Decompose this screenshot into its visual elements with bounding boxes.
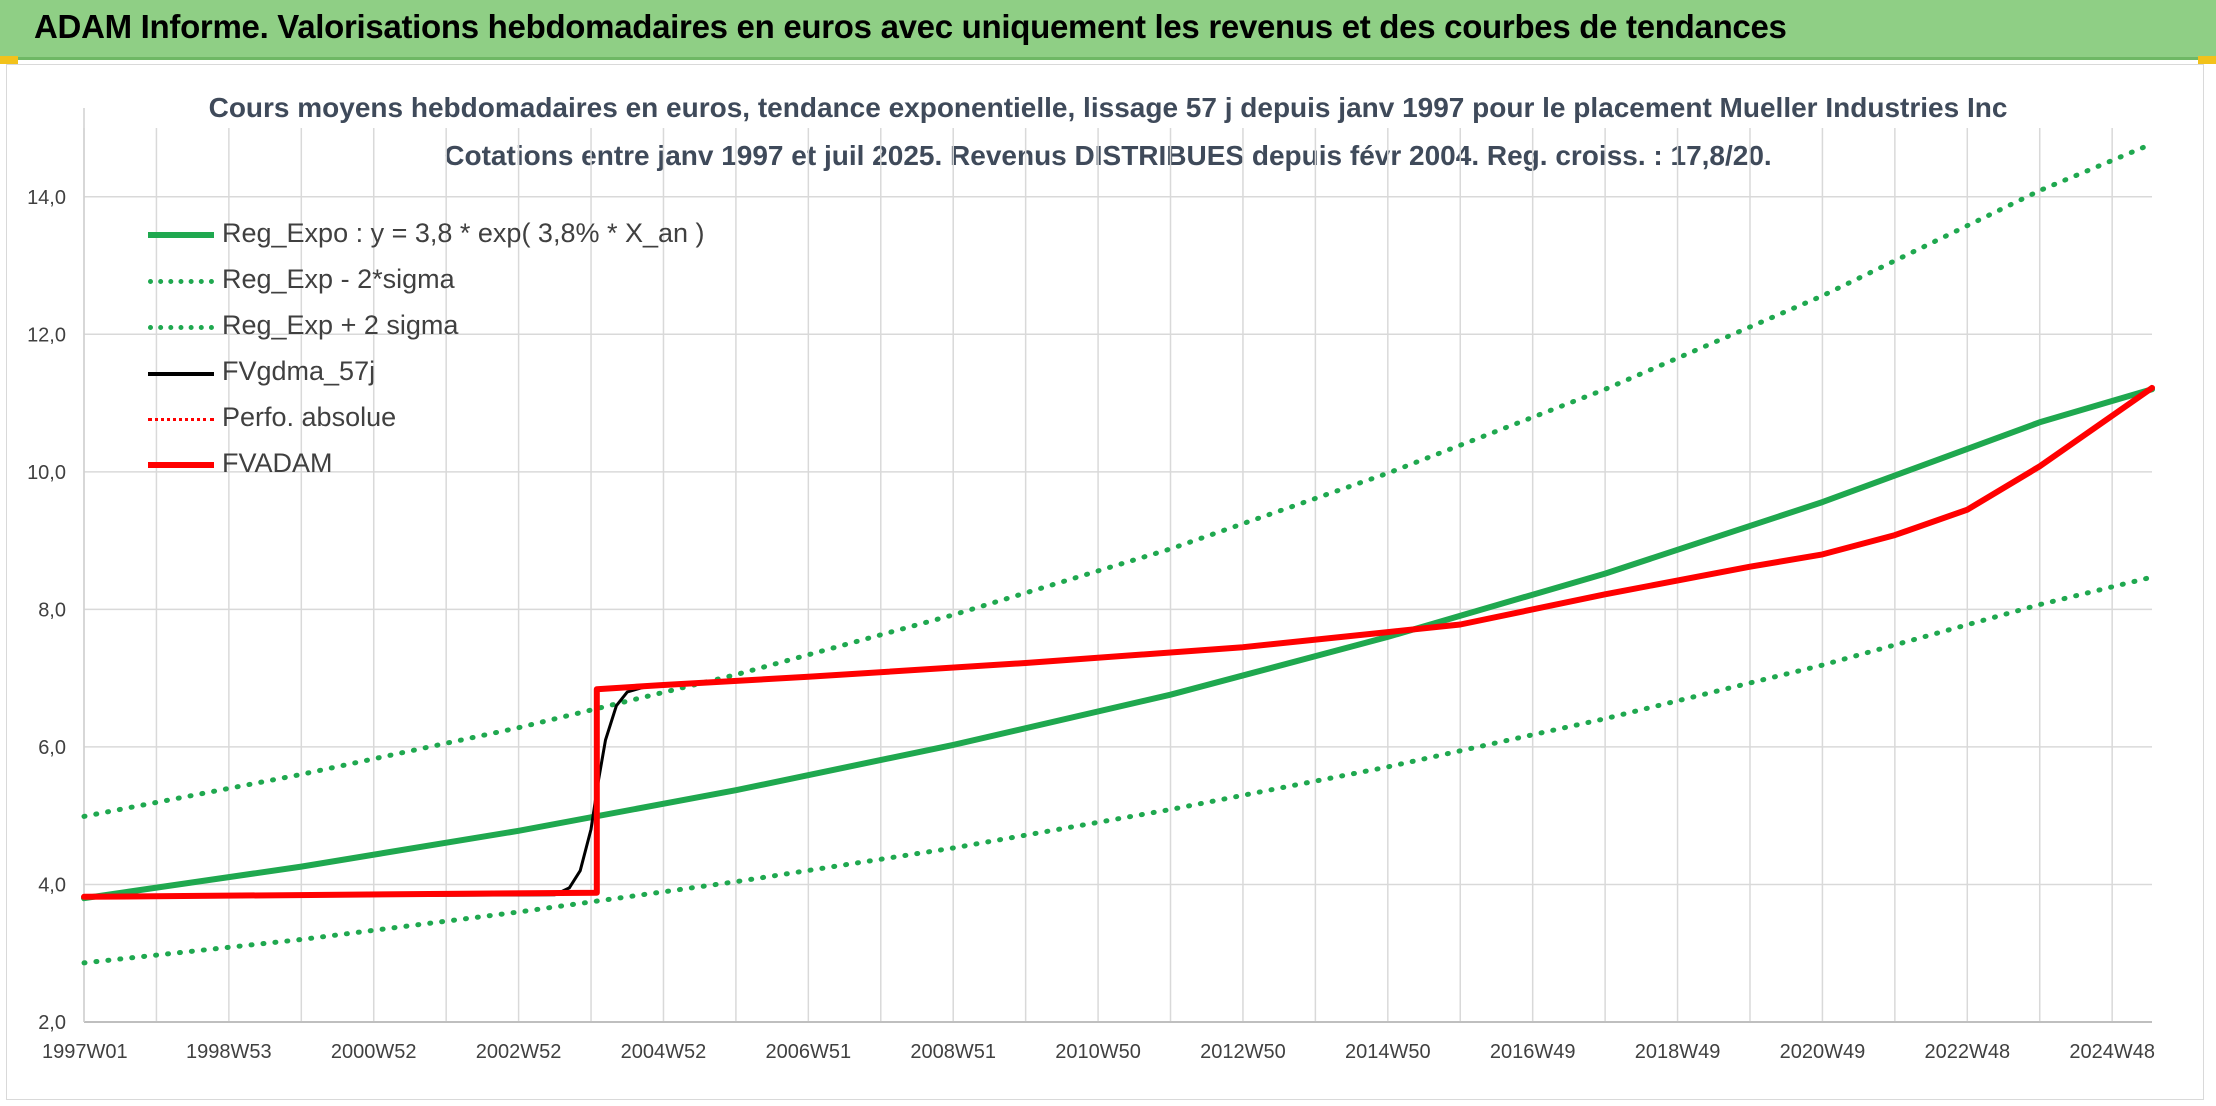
y-tick-label: 2,0 bbox=[38, 1012, 66, 1034]
y-tick-label: 8,0 bbox=[38, 599, 66, 621]
y-tick-label: 14,0 bbox=[27, 187, 66, 209]
legend-item-reg-exp-plus: Reg_Exp + 2 sigma bbox=[148, 305, 708, 351]
legend-item-fvadam: FVADAM bbox=[148, 443, 708, 489]
legend-swatch-reg-exp-plus bbox=[148, 325, 214, 330]
x-tick-label: 2016W49 bbox=[1490, 1041, 1576, 1063]
x-tick-label: 2002W52 bbox=[476, 1041, 562, 1063]
corner-marker-right bbox=[2198, 56, 2216, 64]
chart-title-line-2: Cotations entre janv 1997 et juil 2025. … bbox=[444, 140, 1772, 171]
legend-swatch-fvadam bbox=[148, 462, 214, 468]
x-tick-label: 2010W50 bbox=[1055, 1041, 1141, 1063]
legend-swatch-fvgdma bbox=[148, 372, 214, 376]
y-tick-label: 4,0 bbox=[38, 874, 66, 896]
legend-label-reg-exp-minus: Reg_Exp - 2*sigma bbox=[222, 264, 455, 294]
legend-swatch-perfo bbox=[148, 418, 214, 421]
legend-swatch-reg-expo bbox=[148, 232, 214, 238]
series-lines bbox=[81, 141, 2155, 966]
legend-label-reg-exp-plus: Reg_Exp + 2 sigma bbox=[222, 310, 459, 340]
x-tick-label: 2022W48 bbox=[1924, 1041, 2010, 1063]
legend-item-reg-exp-minus: Reg_Exp - 2*sigma bbox=[148, 259, 708, 305]
x-tick-label: 2000W52 bbox=[331, 1041, 417, 1063]
x-tick-label: 1997W01 bbox=[42, 1041, 128, 1063]
x-tick-label: 2004W52 bbox=[621, 1041, 707, 1063]
y-tick-label: 6,0 bbox=[38, 737, 66, 759]
x-tick-label: 1998W53 bbox=[186, 1041, 272, 1063]
x-tick-label: 2018W49 bbox=[1635, 1041, 1721, 1063]
chart-frame bbox=[6, 64, 2204, 1100]
legend-label-reg-expo: Reg_Expo : y = 3,8 * exp( 3,8% * X_an ) bbox=[222, 218, 705, 248]
series-line-1 bbox=[81, 574, 2155, 966]
x-tick-label: 2020W49 bbox=[1780, 1041, 1866, 1063]
legend-swatch-reg-exp-minus bbox=[148, 279, 214, 284]
x-tick-label: 2006W51 bbox=[766, 1041, 852, 1063]
y-tick-label: 12,0 bbox=[27, 324, 66, 346]
axes: 2,0 4,0 6,0 8,0 10,0 12,0 14,0 1997W01 1998W53 20… bbox=[27, 108, 2155, 1063]
series-line-5 bbox=[81, 384, 2155, 900]
x-tick-label: 2012W50 bbox=[1200, 1041, 1286, 1063]
report-title: ADAM Informe. Valorisations hebdomadaire… bbox=[34, 8, 1787, 45]
legend-item-perfo: Perfo. absolue bbox=[148, 397, 708, 443]
grid-lines bbox=[83, 128, 2152, 1022]
series-line-0 bbox=[81, 386, 2155, 902]
x-tick-label: 2008W51 bbox=[910, 1041, 996, 1063]
y-tick-label: 10,0 bbox=[27, 462, 66, 484]
chart-title-line-1: Cours moyens hebdomadaires en euros, ten… bbox=[208, 92, 2008, 123]
x-tick-label: 2024W48 bbox=[2069, 1041, 2155, 1063]
legend-label-fvadam: FVADAM bbox=[222, 448, 333, 478]
chart-legend: Reg_Expo : y = 3,8 * exp( 3,8% * X_an ) … bbox=[148, 213, 708, 489]
report-header: ADAM Informe. Valorisations hebdomadaire… bbox=[0, 0, 2216, 60]
legend-item-fvgdma: FVgdma_57j bbox=[148, 351, 708, 397]
legend-item-reg-expo: Reg_Expo : y = 3,8 * exp( 3,8% * X_an ) bbox=[148, 213, 708, 259]
legend-label-perfo: Perfo. absolue bbox=[222, 402, 397, 432]
legend-label-fvgdma: FVgdma_57j bbox=[222, 356, 376, 386]
corner-marker-left bbox=[0, 56, 18, 64]
x-tick-label: 2014W50 bbox=[1345, 1041, 1431, 1063]
